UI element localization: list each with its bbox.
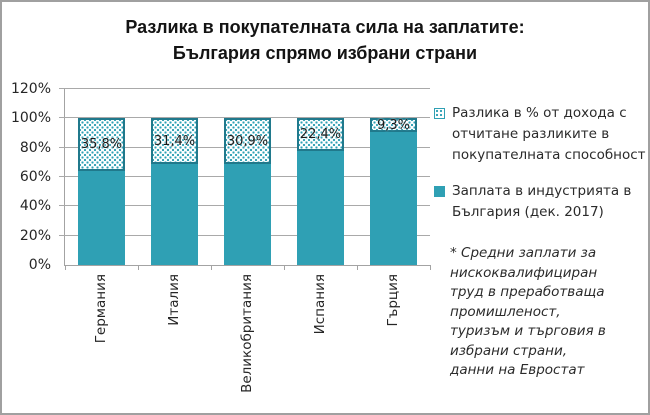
bar-column: 31,4% [138,89,211,265]
x-axis-label: Германия [92,274,109,344]
x-axis-tick [65,265,66,270]
legend-item-salary: Заплата в индустрията в България (дек. 2… [434,181,648,223]
bar-data-label: 35,8% [80,137,123,153]
stacked-bar: 31,4% [151,89,198,265]
footnote: * Средни заплати за нискоквалифициран тр… [450,245,606,378]
y-tick-label: 60% [19,169,51,185]
bar-segment-difference: 35,8% [78,118,125,171]
chart-title-line1: Разлика в покупателната сила на заплатит… [125,17,525,37]
x-axis-tick [211,265,212,270]
bar-segment-difference: 9,3% [370,118,417,132]
x-axis-tick [430,265,431,270]
stacked-bar: 35,8% [78,89,125,265]
x-axis-tick [138,265,139,270]
x-axis-label: Испания [311,274,328,335]
bar-column: 30,9% [211,89,284,265]
plot-area: 35,8% 31,4% 30,9% 22,4% 9,3% [59,88,431,270]
bar-segment-salary [297,151,344,265]
y-tick-label: 80% [19,139,51,156]
x-axis-labels: Германия Италия Великобритания Испания Гърци… [64,270,429,410]
y-tick-label: 120% [10,81,51,97]
y-tick-label: 100% [10,110,51,127]
y-tick-label: 40% [19,198,51,215]
legend-swatch-solid-icon [434,186,445,197]
bar-segment-difference: 31,4% [151,118,198,165]
legend-label-salary: Заплата в индустрията в България (дек. 2… [452,183,632,220]
legend-item-difference: Разлика в % от дохода с отчитане разлики… [434,103,648,166]
x-axis-tick [284,265,285,270]
bar-segment-salary [370,131,417,265]
legend-swatch-dotted-icon [434,108,445,119]
x-axis-label: Италия [165,274,182,326]
legend-label-difference: Разлика в % от дохода с отчитане разлики… [452,105,646,163]
bar-data-label: 31,4% [153,133,196,149]
bar-data-label: 30,9% [226,133,269,149]
bar-data-label: 22,4% [299,127,342,143]
bar-column: 35,8% [65,89,138,265]
bar-segment-salary [151,164,198,265]
gridline [59,88,430,89]
chart-title: Разлика в покупателната сила на заплатит… [2,14,648,66]
y-axis-labels: 0% 20% 40% 60% 80% 100% 120% [2,81,57,273]
bar-segment-salary [224,163,271,265]
y-tick-label: 0% [28,257,51,273]
bar-column: 9,3% [357,89,430,265]
stacked-bar: 22,4% [297,89,344,265]
chart-title-line2: България спрямо избрани страни [172,43,478,63]
bar-segment-difference: 22,4% [297,118,344,152]
x-axis-label: Великобритания [238,274,255,393]
legend: Разлика в % от дохода с отчитане разлики… [434,103,648,238]
x-axis-label: Гърция [384,274,401,327]
y-tick-label: 20% [19,227,51,244]
stacked-bar: 30,9% [224,89,271,265]
gridline [59,117,430,119]
bar-column: 22,4% [284,89,357,265]
bar-data-label: 9,3% [376,117,411,133]
stacked-bar: 9,3% [370,89,417,265]
bar-segment-difference: 30,9% [224,118,271,164]
bar-segment-salary [78,170,125,265]
x-axis-tick [357,265,358,270]
